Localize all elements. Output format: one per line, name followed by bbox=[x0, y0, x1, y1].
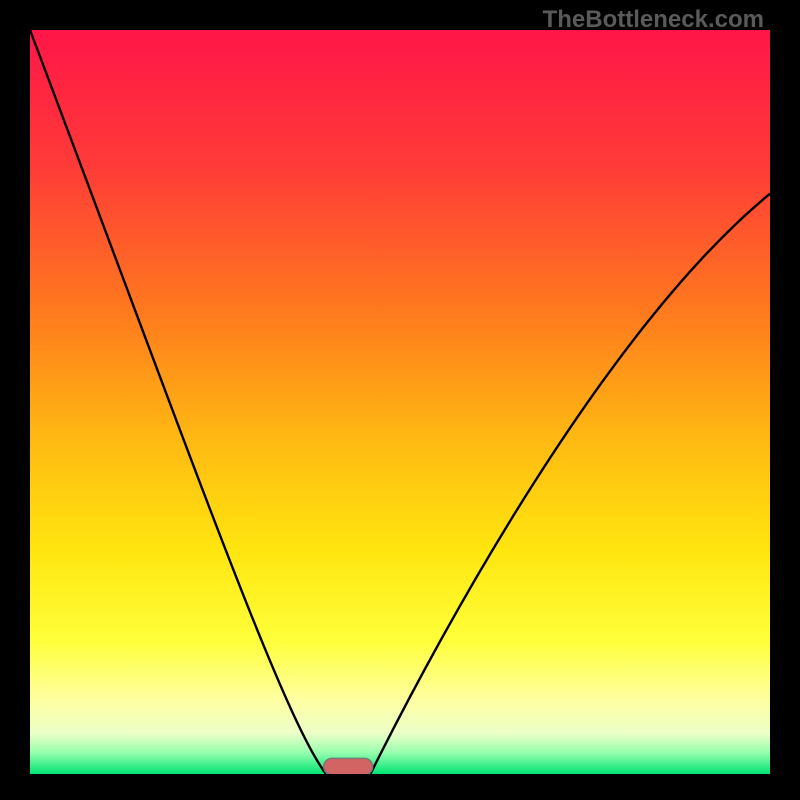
optimal-marker bbox=[324, 758, 373, 774]
plot-area bbox=[30, 30, 770, 774]
curve-overlay bbox=[30, 30, 770, 774]
right-bottleneck-curve bbox=[370, 194, 770, 774]
left-bottleneck-curve bbox=[30, 30, 326, 774]
watermark-text: TheBottleneck.com bbox=[535, 2, 772, 38]
chart-canvas: TheBottleneck.com bbox=[0, 0, 800, 800]
